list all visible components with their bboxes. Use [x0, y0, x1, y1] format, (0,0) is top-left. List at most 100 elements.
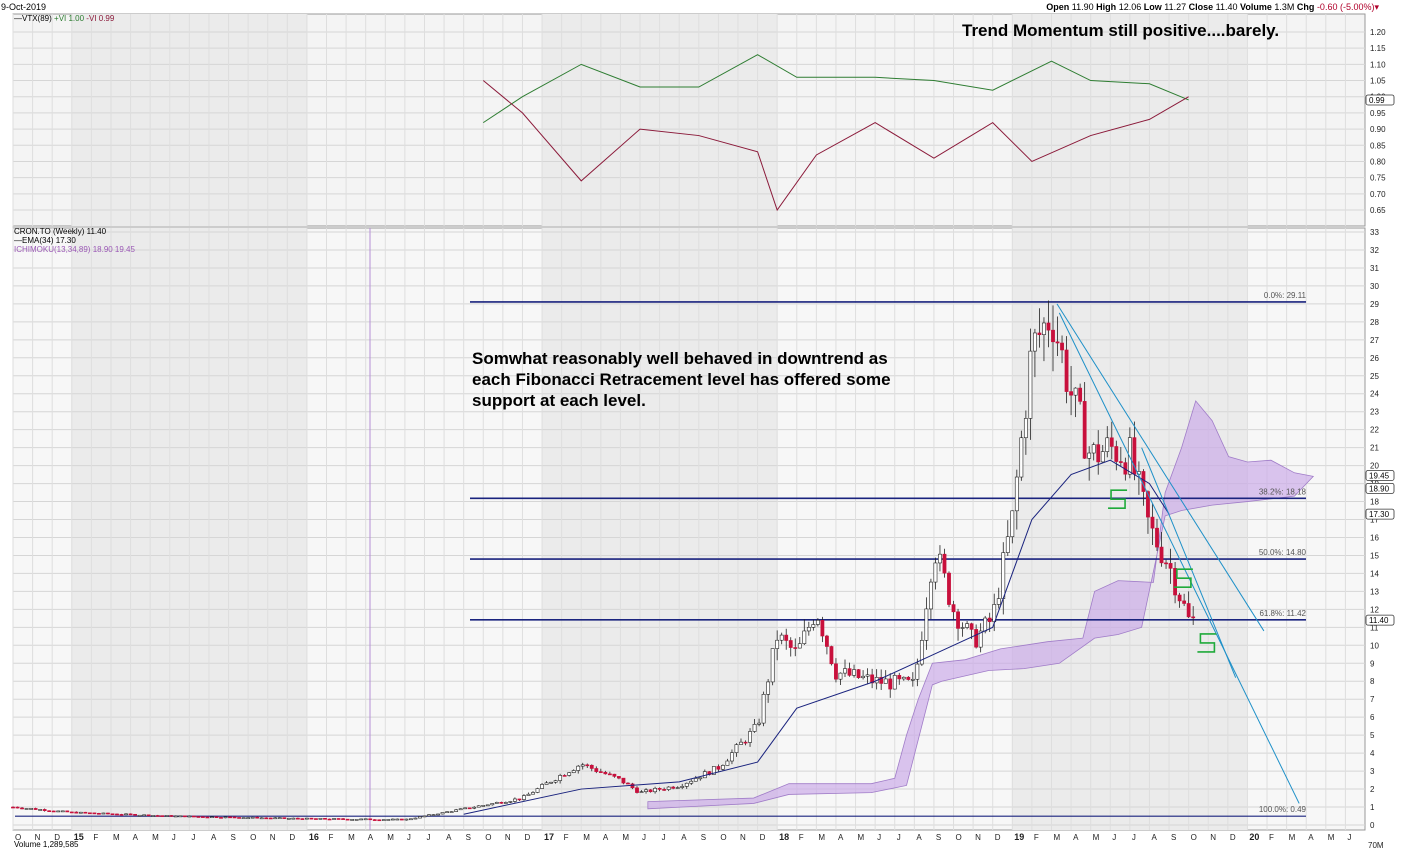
price-note: Somwhat reasonably well behaved in downt… [472, 348, 891, 411]
price-axis-label: 29 [1370, 300, 1379, 309]
candle-body [626, 782, 630, 785]
candle-body [947, 572, 951, 605]
x-axis-label: M [348, 833, 355, 842]
candle-body [693, 778, 698, 782]
candle-body [526, 793, 531, 796]
candle-body [594, 768, 599, 772]
candle-body [255, 816, 260, 819]
candle-body [748, 731, 752, 743]
price-axis-label: 6 [1370, 713, 1375, 722]
candle-body [906, 676, 911, 680]
candle-body [106, 812, 110, 815]
price-axis-label: 21 [1370, 444, 1379, 453]
candle-body [101, 812, 106, 815]
candle-body [675, 787, 680, 789]
x-axis-label: N [975, 833, 981, 842]
candle-body [264, 817, 269, 820]
x-axis-label: D [289, 833, 295, 842]
candle-body [1109, 437, 1114, 447]
candle-body [892, 675, 897, 690]
x-axis-label: N [270, 833, 276, 842]
candle-body [499, 802, 504, 804]
candle-body [318, 818, 323, 820]
x-axis-label: A [1308, 833, 1314, 842]
vtx-axis-label: 0.80 [1370, 157, 1386, 166]
candle-body [336, 818, 341, 820]
candle-body [929, 581, 933, 610]
candle-body [246, 817, 251, 819]
candle-body [589, 764, 594, 769]
fib-level-label: 61.8%: 11.42 [1259, 609, 1306, 618]
candle-body [558, 775, 563, 781]
price-axis-label: 15 [1370, 551, 1379, 560]
candle-body [1191, 616, 1196, 619]
x-axis-label: A [838, 833, 844, 842]
candle-body [870, 674, 875, 684]
candle-body [490, 803, 495, 806]
ema-value-badge-box [1365, 508, 1395, 520]
candle-body [314, 818, 318, 820]
x-axis-label: J [426, 833, 430, 842]
candle-body [205, 816, 210, 819]
price-note-line: support at each level. [472, 391, 646, 410]
x-axis-label: A [603, 833, 609, 842]
price-axis-label: 14 [1370, 569, 1379, 578]
candle-body [404, 818, 409, 821]
high-label: High [1096, 2, 1117, 12]
x-axis-label: S [231, 833, 236, 842]
candle-body [793, 647, 798, 649]
price-axis-label: 22 [1370, 426, 1379, 435]
price-axis-label: 20 [1370, 462, 1379, 471]
candle-body [472, 806, 477, 809]
candle-body [1182, 600, 1187, 604]
candle-body [969, 623, 974, 630]
low-value: 11.27 [1164, 2, 1187, 12]
candle-body [811, 624, 816, 628]
price-axis-label: 7 [1370, 695, 1375, 704]
x-axis-label: 15 [74, 832, 84, 842]
candle-body [160, 815, 165, 817]
candle-body [69, 811, 74, 814]
x-axis-label: F [799, 833, 804, 842]
candle-body [476, 805, 481, 808]
candle-body [133, 813, 137, 816]
price-axis-label: 24 [1370, 390, 1379, 399]
candle-body [381, 819, 386, 821]
vtx-value-badge: 0.99 [1369, 96, 1385, 105]
x-axis-label: M [1328, 833, 1335, 842]
candle-body [431, 814, 436, 816]
candle-body [522, 795, 526, 800]
x-axis-label: A [368, 833, 374, 842]
vtx-plus-line [482, 54, 1189, 124]
price-axis-label: 4 [1370, 749, 1375, 758]
candle-body [173, 815, 178, 818]
candle-body [1105, 437, 1110, 452]
candle-body [368, 818, 373, 821]
open-label: Open [1046, 2, 1070, 12]
candle-body [933, 562, 938, 583]
candle-body [644, 789, 648, 792]
candle-body [861, 675, 865, 679]
price-axis-label: 10 [1370, 641, 1379, 650]
candle-body [919, 640, 924, 665]
x-axis-label: M [1053, 833, 1060, 842]
price-axis-label: 8 [1370, 677, 1375, 686]
candle-body [1118, 461, 1123, 463]
candle-body [960, 627, 965, 629]
x-axis-label: A [916, 833, 922, 842]
candle-body [617, 776, 621, 779]
chg-down-icon: ▾ [1374, 2, 1379, 12]
candle-body [440, 812, 445, 815]
candle-body [847, 668, 852, 676]
candle-body [974, 629, 979, 648]
candle-body [766, 681, 771, 695]
candle-body [74, 811, 79, 814]
candle-body [621, 777, 626, 784]
candle-body [834, 663, 838, 680]
candle-body [788, 640, 793, 648]
candle-body [716, 766, 721, 770]
candle-body [797, 643, 802, 649]
candle-body [241, 817, 246, 819]
candle-body [734, 744, 739, 753]
candle-body [146, 814, 151, 817]
